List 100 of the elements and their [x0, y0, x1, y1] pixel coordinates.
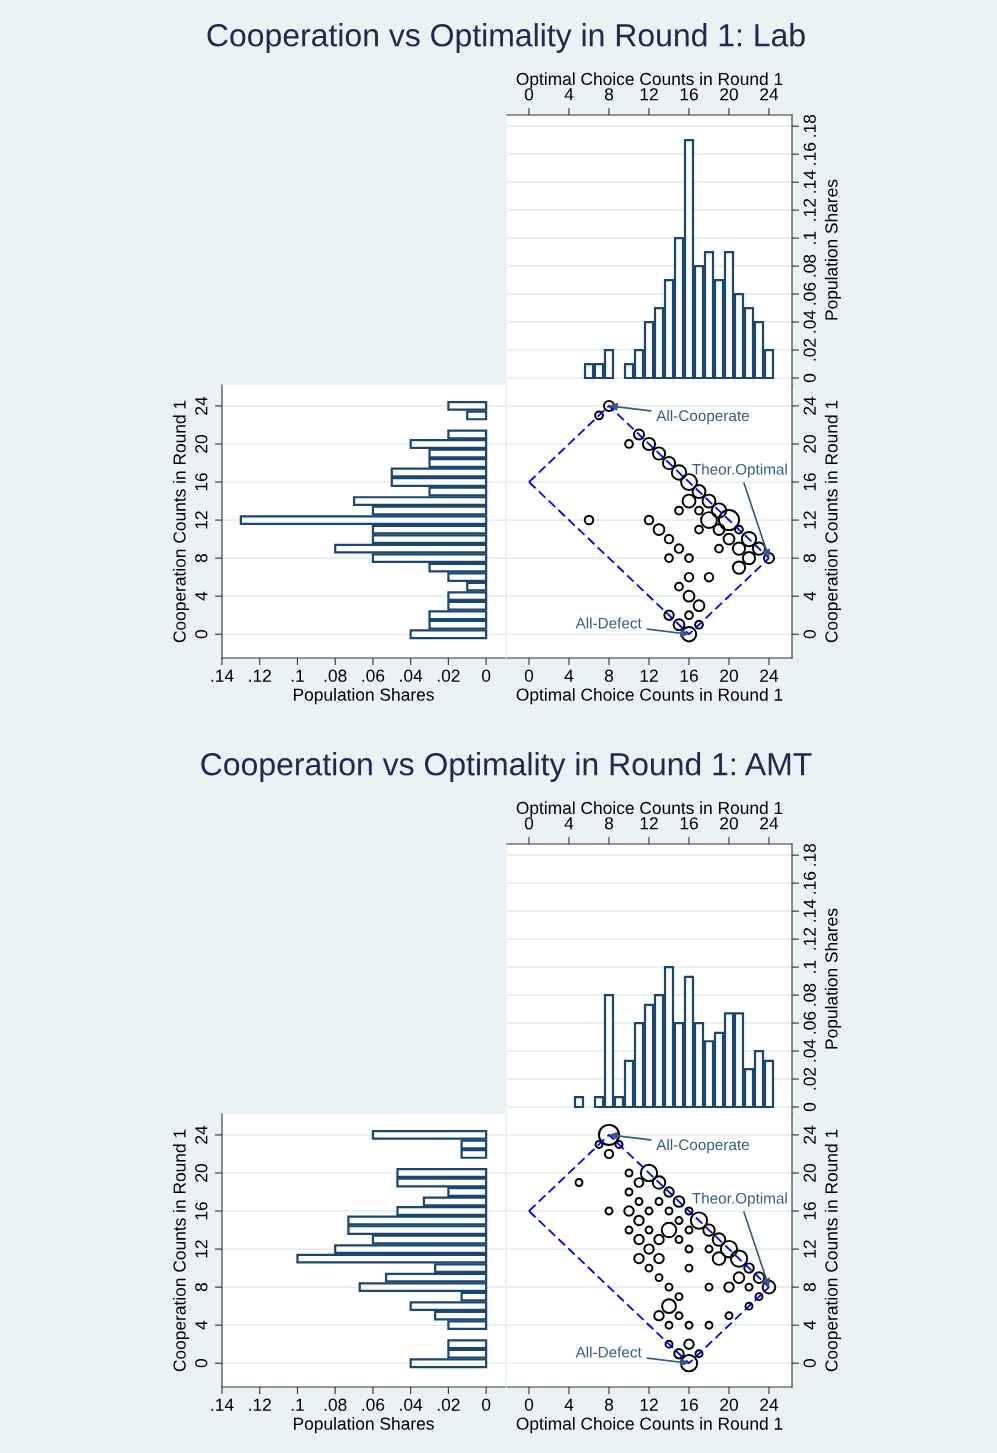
x-tick-label: 24	[760, 817, 779, 830]
y-tick-label: 4	[195, 591, 208, 601]
x-tick-label: .1	[291, 1398, 304, 1411]
y-tick-label: 4	[195, 1320, 208, 1330]
y-tick-label: .08	[803, 983, 816, 1006]
x-tick-label: 20	[720, 669, 738, 682]
x-tick-label: 0	[481, 1398, 491, 1411]
x-axis-title: Optimal Choice Counts in Round 1	[516, 801, 783, 818]
y-tick-label: 8	[195, 1283, 208, 1292]
x-tick-label: .08	[324, 1398, 347, 1411]
annotation: All-Defect	[575, 617, 642, 629]
y-tick-label: .04	[803, 1039, 816, 1062]
y-tick-label: 0	[195, 1359, 208, 1368]
y-tick-label: 24	[195, 396, 208, 415]
x-tick-label: 0	[524, 669, 534, 682]
x-tick-label: .08	[324, 669, 347, 682]
y-tick-label: 0	[803, 630, 816, 639]
y-tick-label: .02	[803, 338, 816, 361]
chart-title: Cooperation vs Optimality in Round 1: Lab	[207, 23, 805, 53]
x-tick-label: .04	[400, 1398, 423, 1411]
y-tick-label: .14	[803, 170, 816, 193]
x-tick-label: .02	[437, 669, 460, 682]
x-tick-label: .06	[362, 669, 385, 682]
x-axis-title: Optimal Choice Counts in Round 1	[516, 1417, 783, 1434]
x-tick-label: 0	[524, 88, 534, 101]
y-tick-label: 20	[195, 1164, 208, 1182]
chart-title: Cooperation vs Optimality in Round 1: AMT	[201, 752, 812, 782]
y-tick-label: .08	[803, 254, 816, 277]
x-axis-title: Population Shares	[293, 1417, 434, 1434]
y-tick-label: 12	[803, 511, 816, 529]
y-axis-title: Cooperation Counts in Round 1	[824, 1129, 842, 1372]
y-tick-label: 12	[195, 1240, 208, 1258]
x-tick-label: .06	[362, 1398, 385, 1411]
x-tick-label: 4	[564, 88, 574, 101]
annotation: Theor.Optimal	[692, 1192, 787, 1207]
x-tick-label: .04	[400, 669, 423, 682]
x-tick-label: 24	[760, 669, 779, 682]
x-tick-label: 0	[524, 817, 534, 830]
x-tick-label: .14	[211, 669, 234, 682]
y-tick-label: 0	[803, 1359, 816, 1368]
y-tick-label: .16	[803, 142, 816, 165]
y-tick-label: .16	[803, 871, 816, 894]
y-tick-label: 16	[195, 473, 208, 491]
y-tick-label: 20	[803, 435, 816, 453]
x-tick-label: .1	[291, 669, 304, 682]
y-tick-label: 12	[803, 1240, 816, 1258]
x-tick-label: .12	[249, 669, 271, 682]
y-axis-title: Cooperation Counts in Round 1	[824, 400, 842, 643]
x-axis-title: Optimal Choice Counts in Round 1	[516, 688, 783, 705]
y-tick-label: 20	[195, 435, 208, 453]
x-tick-label: 20	[720, 1398, 738, 1411]
x-tick-label: .02	[437, 1398, 460, 1411]
y-tick-label: 0	[803, 373, 816, 383]
annotation: All-Cooperate	[656, 409, 749, 425]
x-tick-label: 12	[640, 1398, 658, 1411]
y-axis-title: Cooperation Counts in Round 1	[172, 1129, 190, 1372]
x-tick-label: 16	[680, 1398, 698, 1411]
annotation: All-Defect	[575, 1346, 642, 1358]
y-tick-label: 0	[195, 630, 208, 639]
y-axis-title: Population Shares	[824, 179, 842, 320]
y-tick-label: 16	[195, 1202, 208, 1220]
y-tick-label: 4	[803, 1320, 816, 1330]
y-axis-title: Cooperation Counts in Round 1	[172, 400, 190, 643]
y-tick-label: .14	[803, 899, 816, 922]
y-tick-label: .12	[803, 927, 816, 950]
y-axis-title: Population Shares	[824, 908, 842, 1049]
x-tick-label: 16	[680, 817, 698, 830]
x-axis-title: Optimal Choice Counts in Round 1	[516, 72, 783, 89]
y-tick-label: 20	[803, 1164, 816, 1182]
x-tick-label: 4	[564, 817, 574, 830]
y-tick-label: .06	[803, 1011, 816, 1034]
x-tick-label: 16	[680, 669, 698, 682]
y-tick-label: .06	[803, 282, 816, 305]
x-tick-label: 20	[720, 817, 738, 830]
y-tick-label: .18	[803, 114, 816, 137]
y-tick-label: 24	[803, 1125, 816, 1144]
x-tick-label: .14	[211, 1398, 234, 1411]
y-tick-label: 12	[195, 511, 208, 529]
x-tick-label: 8	[604, 88, 614, 101]
x-tick-label: 8	[604, 1398, 614, 1411]
y-tick-label: 8	[195, 554, 208, 563]
y-tick-label: 16	[803, 473, 816, 491]
y-tick-label: .1	[803, 960, 816, 973]
x-tick-label: 0	[524, 1398, 534, 1411]
y-tick-label: 24	[195, 1125, 208, 1144]
annotation: Theor.Optimal	[692, 463, 787, 478]
x-tick-label: 12	[640, 669, 658, 682]
x-axis-title: Population Shares	[293, 688, 434, 705]
x-tick-label: 8	[604, 669, 614, 682]
x-tick-label: 12	[640, 88, 658, 101]
annotation: All-Cooperate	[656, 1138, 749, 1154]
x-tick-label: 24	[760, 1398, 779, 1411]
y-tick-label: .18	[803, 843, 816, 866]
y-tick-label: 4	[803, 591, 816, 601]
y-tick-label: 8	[803, 554, 816, 563]
x-tick-label: 4	[564, 669, 574, 682]
x-tick-label: 24	[760, 88, 779, 101]
x-tick-label: .12	[249, 1398, 271, 1411]
y-tick-label: 24	[803, 396, 816, 415]
x-tick-label: 4	[564, 1398, 574, 1411]
